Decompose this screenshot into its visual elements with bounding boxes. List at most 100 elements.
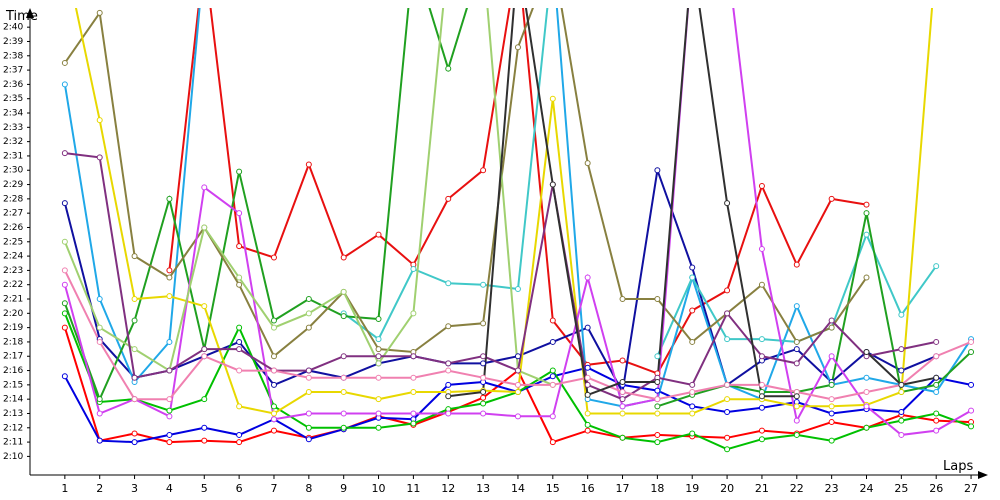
data-point: [619, 389, 626, 396]
data-point: [201, 353, 208, 360]
data-point: [305, 296, 312, 303]
data-point: [96, 437, 103, 444]
data-point: [61, 281, 68, 288]
data-point: [340, 389, 347, 396]
y-tick-label: 2:22: [3, 280, 23, 290]
data-point: [724, 287, 731, 294]
data-point: [654, 410, 661, 417]
data-point: [793, 261, 800, 268]
data-point: [793, 417, 800, 424]
data-point: [445, 381, 452, 388]
data-point: [305, 436, 312, 443]
data-point: [549, 367, 556, 374]
data-point: [61, 150, 68, 157]
y-tick-label: 2:19: [3, 323, 23, 333]
data-point: [270, 367, 277, 374]
y-tick-label: 2:40: [3, 23, 23, 33]
data-point: [933, 353, 940, 360]
x-tick-label: 15: [546, 482, 560, 495]
data-point: [270, 381, 277, 388]
data-point: [96, 154, 103, 161]
data-point: [236, 243, 243, 250]
data-point: [340, 288, 347, 295]
data-point: [933, 263, 940, 270]
data-point: [61, 300, 68, 307]
data-point: [131, 396, 138, 403]
data-point: [340, 353, 347, 360]
data-point: [270, 353, 277, 360]
data-point: [61, 373, 68, 380]
x-tick-label: 18: [650, 482, 664, 495]
data-point: [968, 338, 975, 345]
data-point: [270, 403, 277, 410]
data-point: [793, 346, 800, 353]
x-tick-label: 6: [236, 482, 243, 495]
y-tick-label: 2:18: [3, 337, 23, 347]
data-point: [305, 324, 312, 331]
data-point: [514, 286, 521, 292]
data-point: [375, 396, 382, 403]
data-point: [166, 407, 173, 414]
data-point: [236, 210, 243, 217]
data-point: [375, 336, 382, 343]
data-point: [793, 393, 800, 400]
x-tick-label: 26: [929, 482, 943, 495]
data-point: [584, 364, 591, 371]
data-point: [270, 254, 277, 261]
data-point: [863, 424, 870, 431]
x-tick-label: 7: [270, 482, 277, 495]
data-point: [968, 407, 975, 414]
data-point: [689, 403, 696, 410]
x-tick-label: 25: [894, 482, 908, 495]
x-tick-label: 12: [441, 482, 455, 495]
data-point: [828, 419, 835, 426]
x-tick-label: 13: [476, 482, 490, 495]
data-point: [863, 210, 870, 217]
data-point: [410, 374, 417, 381]
data-point: [758, 245, 765, 252]
data-point: [236, 274, 243, 281]
y-tick-label: 2:25: [3, 237, 23, 247]
data-point: [968, 381, 975, 388]
series-line: [64, 152, 937, 401]
data-point: [793, 338, 800, 345]
data-point: [654, 431, 661, 438]
data-point: [584, 324, 591, 331]
data-point: [968, 423, 975, 430]
data-point: [863, 348, 870, 355]
data-point: [828, 437, 835, 444]
data-point: [689, 307, 696, 314]
x-tick-label: 1: [61, 482, 68, 495]
data-point: [654, 439, 661, 446]
data-point: [375, 374, 382, 381]
data-point: [445, 410, 452, 417]
data-point: [654, 353, 661, 360]
x-tick-label: 9: [340, 482, 347, 495]
data-point: [724, 200, 731, 207]
x-tick-label: 4: [166, 482, 173, 495]
x-tick-label: 14: [511, 482, 525, 495]
data-point: [863, 201, 870, 208]
data-point: [201, 346, 208, 353]
data-point: [410, 420, 417, 427]
data-point: [236, 281, 243, 288]
data-point: [689, 410, 696, 417]
data-point: [863, 274, 870, 281]
data-point: [828, 317, 835, 324]
data-point: [584, 427, 591, 434]
y-tick-label: 2:31: [3, 151, 23, 161]
data-point: [724, 310, 731, 317]
data-point: [898, 389, 905, 396]
x-axis-label: Laps: [943, 459, 973, 474]
data-point: [549, 338, 556, 345]
data-point: [549, 439, 556, 446]
data-point: [61, 267, 68, 274]
y-tick-label: 2:33: [3, 123, 23, 133]
data-point: [689, 274, 696, 281]
data-point: [96, 338, 103, 345]
y-tick-label: 2:16: [3, 366, 23, 376]
data-point: [933, 338, 940, 345]
data-point: [724, 396, 731, 403]
data-point: [898, 346, 905, 353]
data-point: [933, 427, 940, 434]
